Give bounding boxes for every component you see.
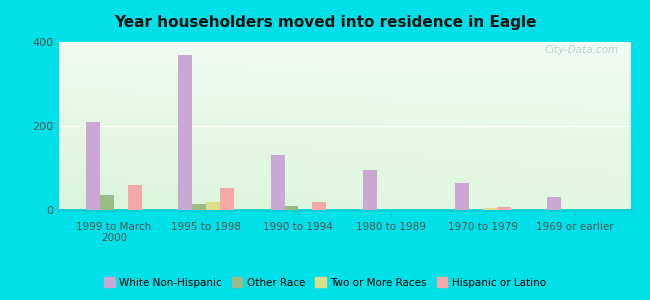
Bar bbox=[483, 208, 497, 210]
Bar bbox=[285, 206, 298, 210]
Bar bbox=[192, 204, 206, 210]
Bar bbox=[127, 185, 142, 210]
Bar bbox=[547, 197, 562, 210]
Bar bbox=[100, 195, 114, 210]
Bar bbox=[86, 122, 100, 210]
Bar bbox=[312, 202, 326, 210]
Text: City-Data.com: City-Data.com bbox=[545, 45, 619, 56]
Bar bbox=[363, 170, 377, 210]
Bar bbox=[455, 183, 469, 210]
Bar bbox=[220, 188, 234, 210]
Text: Year householders moved into residence in Eagle: Year householders moved into residence i… bbox=[114, 15, 536, 30]
Bar bbox=[206, 202, 220, 210]
Legend: White Non-Hispanic, Other Race, Two or More Races, Hispanic or Latino: White Non-Hispanic, Other Race, Two or M… bbox=[100, 273, 550, 292]
Bar bbox=[497, 208, 510, 210]
Bar bbox=[179, 55, 192, 210]
Bar bbox=[270, 155, 285, 210]
